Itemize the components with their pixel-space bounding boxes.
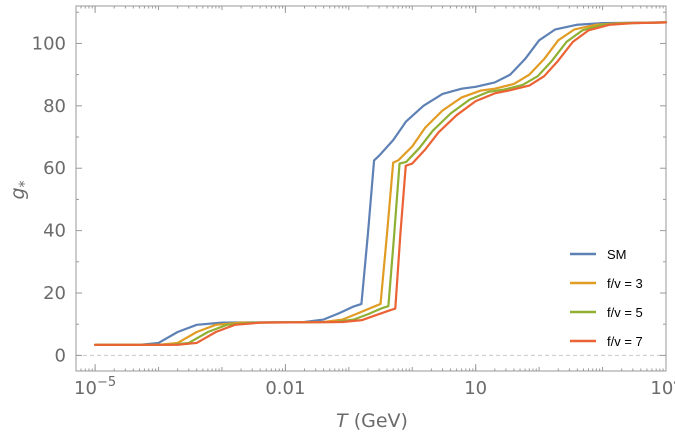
x-tick-label-exponent: −5 bbox=[97, 375, 116, 390]
y-tick-label: 80 bbox=[43, 96, 66, 117]
x-tick-label: 104 bbox=[650, 375, 675, 399]
x-axis-title-rest: (GeV) bbox=[348, 410, 408, 432]
legend-label: f/v = 7 bbox=[607, 334, 643, 349]
x-tick-label: 10 bbox=[464, 378, 487, 399]
legend-label: f/v = 5 bbox=[607, 305, 643, 320]
y-axis-title-base: g bbox=[7, 187, 29, 199]
x-tick-label-base: 10 bbox=[464, 378, 487, 399]
x-tick-label: 10−5 bbox=[74, 375, 116, 399]
series-line-sm bbox=[94, 21, 668, 346]
y-tick-label: 100 bbox=[32, 33, 66, 54]
plot-frame bbox=[75, 5, 667, 372]
series-line-fv-3 bbox=[94, 21, 668, 346]
x-axis-title: T (GeV) bbox=[336, 410, 408, 432]
y-axis-title: g* bbox=[7, 180, 33, 199]
x-axis-title-italic: T bbox=[336, 410, 349, 432]
y-tick-label: 40 bbox=[43, 221, 66, 242]
y-tick-label: 0 bbox=[55, 345, 66, 366]
x-tick-label: 0.01 bbox=[265, 378, 305, 399]
legend-label: f/v = 3 bbox=[607, 276, 643, 291]
series-line-fv-7 bbox=[94, 21, 668, 346]
x-tick-label-base: 10 bbox=[650, 378, 673, 399]
y-axis-title-sub: * bbox=[17, 180, 33, 187]
x-tick-label-base: 0.01 bbox=[265, 378, 305, 399]
legend-label: SM bbox=[607, 247, 627, 262]
x-tick-label-exponent: 4 bbox=[673, 375, 675, 390]
y-tick-label: 20 bbox=[43, 283, 66, 304]
x-tick-label-base: 10 bbox=[74, 378, 97, 399]
y-tick-label: 60 bbox=[43, 158, 66, 179]
